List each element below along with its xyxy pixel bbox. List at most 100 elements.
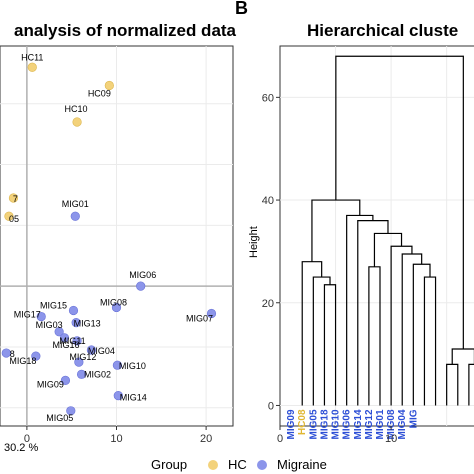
legend: Group HC Migraine	[151, 457, 327, 472]
dendrogram-y-tick-label: 0	[268, 400, 274, 412]
dendrogram-x-tick-label: 0	[277, 433, 283, 445]
pca-point-mig17	[36, 311, 46, 322]
pca-point-label-mig08: MIG08	[100, 297, 127, 307]
pca-point-label-mig09: MIG09	[37, 379, 64, 389]
pca-point-mig15	[68, 305, 79, 316]
pca-point-label-05: 05	[9, 214, 19, 224]
pca-point-label-mig13: MIG13	[74, 319, 101, 329]
pca-point-label-mig17: MIG17	[14, 310, 41, 320]
pca-point-label-mig18: MIG18	[9, 356, 36, 366]
pca-point-mig11	[59, 333, 70, 343]
pca-panel: analysis of normalized data HC11 HC09HC10…	[0, 21, 237, 454]
dendrogram-leaf-mig08: MIG08	[386, 409, 397, 439]
dendrogram-title: Hierarchical cluste	[307, 21, 458, 40]
pca-point-label-7: 7	[13, 194, 18, 204]
pca-point-05	[4, 211, 14, 221]
pca-x-tick-label: 20	[200, 433, 212, 445]
pca-point-mig01	[70, 211, 80, 221]
legend-title: Group	[151, 457, 187, 472]
pca-point-label-mig11: MIG11	[59, 336, 85, 346]
pca-point-label-mig12: MIG12	[69, 352, 96, 362]
pca-point-label-hc10: HC10	[65, 104, 88, 114]
pca-point-label-mig07: MIG07	[186, 314, 213, 324]
pca-reference-lines	[0, 46, 233, 426]
pca-point-mig08	[111, 302, 122, 313]
pca-points	[1, 62, 217, 416]
pca-point-7	[8, 193, 19, 203]
pca-point-label-mig02: MIG02	[84, 369, 111, 379]
dendrogram-leaf-mig14: MIG14	[353, 409, 364, 439]
dendrogram-leaf-mig: MIG	[408, 409, 419, 428]
legend-hc-swatch	[208, 460, 218, 470]
pca-point-mig06	[136, 281, 146, 291]
dendrogram-branch	[323, 284, 337, 406]
dendrogram-branch	[468, 363, 474, 406]
pca-point-mig14	[113, 391, 123, 401]
pca-point-8	[1, 348, 11, 358]
pca-point-hc11	[27, 62, 37, 72]
pca-point-mig18	[31, 351, 41, 361]
pca-point-mig07	[206, 308, 217, 319]
pca-point-label-mig06: MIG06	[129, 270, 156, 280]
pca-point-mig03	[54, 327, 64, 337]
dendrogram-leaf-labels: MIG09 HC08 MIG05 MIG18 MIG10 MIG06 MIG14 MIG12 M…	[286, 409, 419, 439]
pca-point-mig13	[71, 318, 81, 328]
pca-point-label-mig16: MIG16	[53, 340, 80, 350]
dendrogram-plot-frame	[279, 45, 474, 427]
pca-point-label-hc11: HC11	[21, 52, 43, 62]
pca-x-tick-label: 10	[110, 433, 122, 445]
dendrogram-branch	[368, 266, 381, 406]
legend-migraine-label: Migraine	[277, 457, 327, 472]
dendrogram-x-ticks: 0 10	[277, 426, 397, 445]
dendrogram-leaf-mig04: MIG04	[397, 409, 408, 439]
dendrogram-branch	[451, 348, 474, 365]
dendrogram-leaf-mig12: MIG12	[364, 409, 375, 439]
pca-point-mig05	[66, 406, 76, 416]
pca-point-label-mig01: MIG01	[62, 199, 89, 209]
legend-hc-label: HC	[228, 457, 247, 472]
dendrogram-leaf-mig01: MIG01	[375, 409, 386, 439]
pca-point-mig04	[86, 345, 97, 355]
dendrogram-y-axis-label: Height	[248, 226, 260, 258]
pca-point-label-hc09: HC09	[88, 89, 111, 99]
dendrogram-branch	[357, 219, 389, 406]
pca-point-label-mig04: MIG04	[88, 346, 115, 356]
dendrogram-branch	[335, 55, 464, 349]
dendrogram-branches	[301, 55, 474, 406]
pca-point-label-mig10: MIG10	[119, 361, 146, 371]
pca-point-mig09	[60, 375, 71, 386]
dendrogram-y-tick-label: 60	[262, 92, 274, 104]
dendrogram-y-tick-label: 20	[262, 298, 274, 310]
pca-point-hc09	[104, 80, 114, 91]
pca-point-label-mig15: MIG15	[40, 300, 67, 310]
pca-point-mig16	[72, 336, 82, 346]
pca-x-ticks: 0 10 20	[24, 426, 212, 445]
dendrogram-leaf-mig10: MIG10	[331, 409, 342, 439]
pca-point-hc10	[72, 117, 82, 127]
pca-point-label-8: 8	[10, 349, 15, 359]
pca-point-mig12	[74, 357, 84, 367]
dendrogram-x-tick-label: 10	[385, 433, 397, 445]
pca-point-mig10	[112, 360, 122, 370]
pca-x-tick-label: 0	[24, 433, 30, 445]
dendrogram-branch	[301, 261, 323, 406]
dendrogram-y-tick-label: 40	[262, 195, 274, 207]
pca-point-label-mig05: MIG05	[46, 413, 73, 423]
pca-point-mig02	[76, 369, 87, 379]
dendrogram-leaf-mig05: MIG05	[308, 409, 319, 439]
pca-x-axis-label: 30.2 %	[4, 442, 38, 454]
dendrogram-leaf-mig09: MIG09	[286, 409, 297, 439]
pca-title: analysis of normalized data	[14, 21, 237, 40]
dendrogram-leaf-mig06: MIG06	[342, 409, 353, 439]
pca-point-label-mig14: MIG14	[120, 393, 147, 403]
dendrogram-panel: B Hierarchical cluste MIG09 HC08 MIG05 MIG1…	[235, 0, 474, 445]
panel-letter-b: B	[235, 0, 248, 18]
dendrogram-branch	[401, 253, 423, 406]
dendrogram-y-ticks: 0 20 40 60	[262, 92, 280, 412]
legend-migraine-swatch	[257, 460, 267, 470]
dendrogram-leaf-mig18: MIG18	[319, 409, 330, 439]
dendrogram-leaf-hc08: HC08	[297, 409, 308, 435]
pca-point-label-mig03: MIG03	[36, 320, 63, 330]
